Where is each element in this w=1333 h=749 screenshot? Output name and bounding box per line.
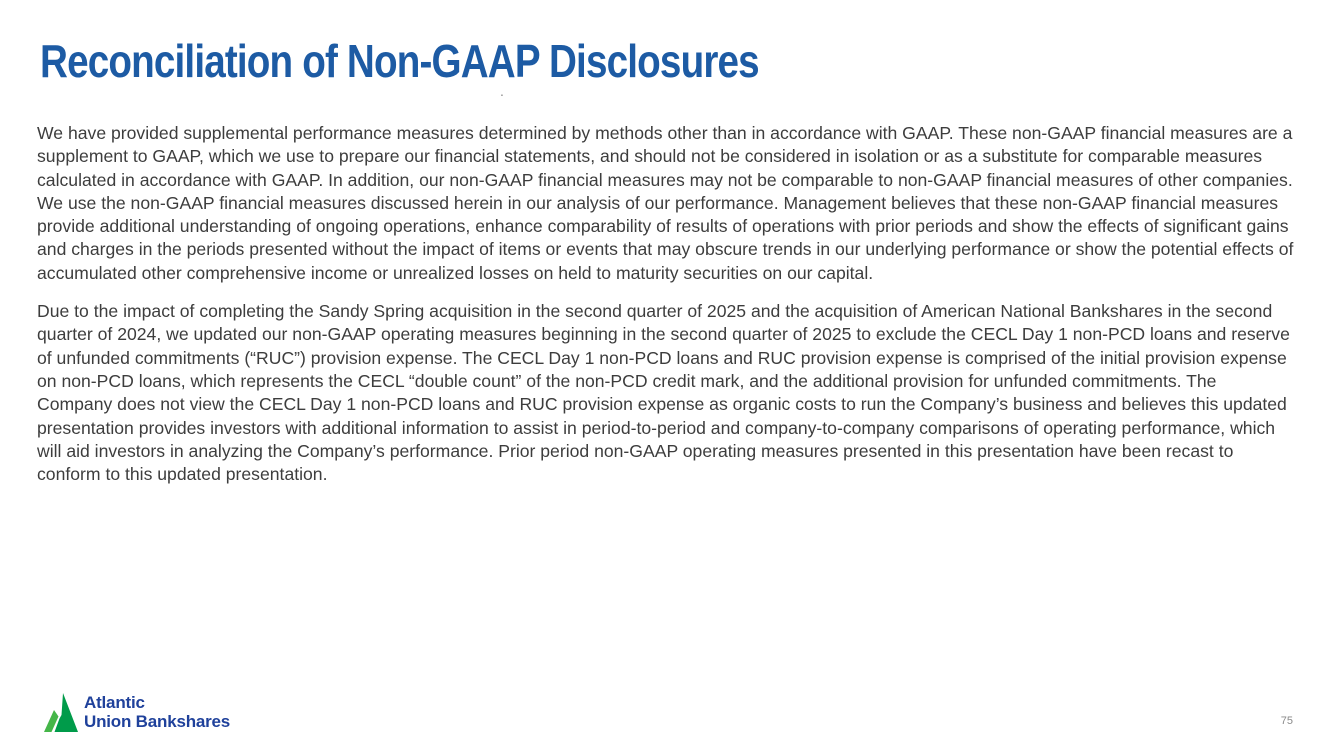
mountain-logo-icon	[44, 693, 78, 732]
company-logo: Atlantic Union Bankshares	[44, 693, 230, 732]
logo-line-2: Union Bankshares	[84, 711, 231, 731]
stray-period-mark: .	[500, 83, 504, 99]
page-number: 75	[1280, 715, 1293, 727]
logo-dark-green-shape	[54, 693, 78, 732]
disclosure-text-block: We have provided supplemental performanc…	[37, 122, 1295, 501]
logo-light-green-shape	[44, 710, 59, 732]
disclosure-paragraph-1: We have provided supplemental performanc…	[37, 123, 1294, 283]
disclosure-paragraph-2: Due to the impact of completing the Sand…	[37, 301, 1290, 485]
logo-line-1: Atlantic	[84, 693, 145, 712]
logo-wordmark: Atlantic Union Bankshares	[84, 693, 230, 731]
page-title: Reconciliation of Non-GAAP Disclosures	[40, 35, 760, 87]
